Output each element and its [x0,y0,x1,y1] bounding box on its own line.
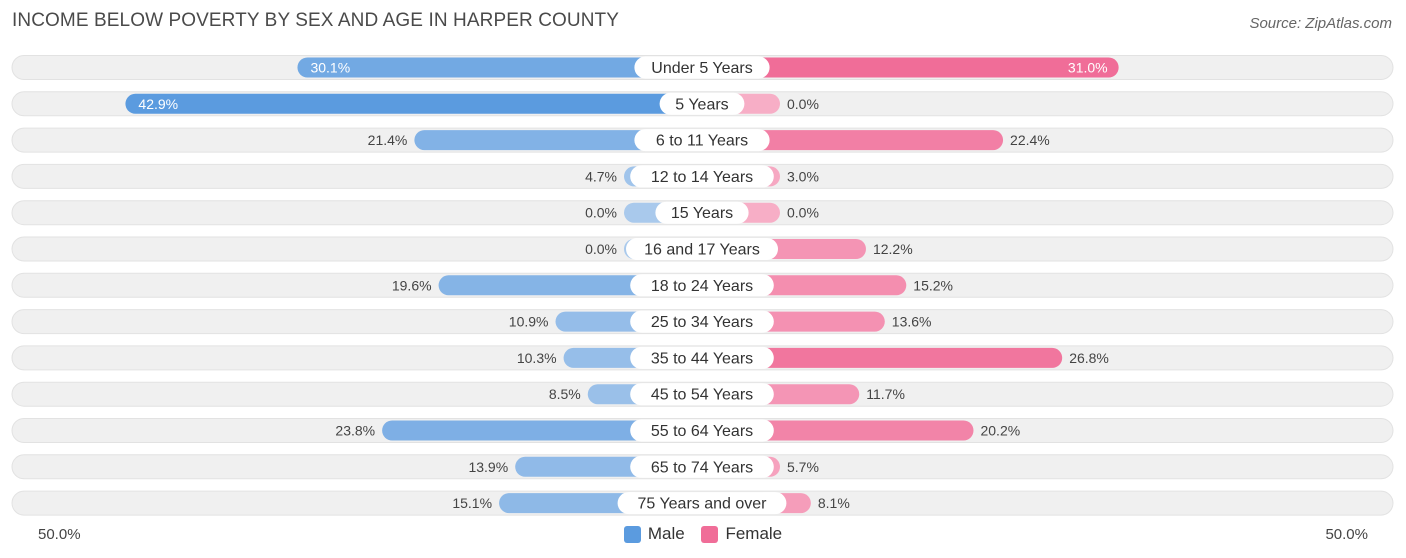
row-45-to-54-years: 45 to 54 Years 8.5% 11.7% [11,381,1394,407]
row-35-to-44-years: 35 to 44 Years 10.3% 26.8% [11,345,1394,371]
male-value-label: 42.9% [138,96,178,112]
male-value-label: 10.9% [509,314,549,330]
male-value-label: 0.0% [585,241,617,257]
category-label: 75 Years and over [638,496,768,513]
male-bar [382,420,702,441]
male-bar [297,57,702,78]
row-12-to-14-years: 12 to 14 Years 4.7% 3.0% [11,163,1394,189]
row-under-5-years: Under 5 Years 30.1% 31.0% [11,55,1394,80]
category-label: 25 to 34 Years [651,314,753,331]
legend-swatch-male [623,525,641,543]
row-75-years-and-over: 75 Years and over 15.1% 8.1% [11,490,1394,516]
male-value-label: 13.9% [468,459,508,475]
male-value-label: 8.5% [549,386,581,402]
legend-swatch-female [701,525,719,543]
male-value-label: 0.0% [585,205,617,221]
category-pill [630,274,774,297]
male-value-label: 15.1% [452,495,492,511]
category-pill [630,383,774,406]
female-value-label: 20.2% [980,423,1020,439]
axis-label-right: 50.0% [1325,526,1368,543]
category-label: 12 to 14 Years [651,169,753,186]
source-label: Source: ZipAtlas.com [1249,15,1392,32]
row-18-to-24-years: 18 to 24 Years 19.6% 15.2% [11,272,1394,298]
female-bar [702,130,1004,151]
category-pill [626,238,778,260]
male-value-label: 10.3% [517,350,557,366]
male-value-label: 30.1% [310,60,350,76]
female-value-label: 13.6% [892,314,932,330]
row-55-to-64-years: 55 to 64 Years 23.8% 20.2% [11,418,1394,443]
female-value-label: 12.2% [873,241,913,257]
category-pill [630,165,774,188]
category-pill [634,56,770,79]
category-label: 5 Years [675,96,728,113]
female-bar [702,347,1063,368]
category-label: 45 to 54 Years [651,387,753,404]
female-value-label: 11.7% [866,386,905,402]
female-value-label: 22.4% [1010,132,1050,148]
category-label: 65 to 74 Years [651,459,753,476]
female-value-label: 8.1% [818,495,850,511]
female-value-label: 0.0% [787,205,819,221]
category-label: 55 to 64 Years [651,423,753,440]
legend-item-female[interactable]: Female [701,524,782,544]
legend-item-male[interactable]: Male [623,524,685,544]
male-value-label: 21.4% [368,132,408,148]
category-label: 35 to 44 Years [651,350,753,367]
female-bar [702,57,1119,78]
row-65-to-74-years: 65 to 74 Years 13.9% 5.7% [11,454,1394,480]
male-bar [125,93,702,114]
female-value-label: 0.0% [787,96,819,112]
category-label: 6 to 11 Years [656,133,748,150]
female-value-label: 26.8% [1069,350,1109,366]
legend: Male Female [0,524,1406,548]
category-pill [634,129,770,152]
category-pill [659,92,745,115]
row-25-to-34-years: 25 to 34 Years 10.9% 13.6% [11,309,1394,335]
category-pill [630,455,774,478]
female-value-label: 3.0% [787,168,819,184]
legend-label-female: Female [725,524,783,543]
category-label: 16 and 17 Years [644,242,760,259]
row-6-to-11-years: 6 to 11 Years 21.4% 22.4% [11,127,1394,153]
male-bar [414,130,702,151]
row-5-years: 5 Years 42.9% 0.0% [11,91,1394,117]
female-value-label: 31.0% [1068,60,1108,76]
category-label: 18 to 24 Years [651,278,753,295]
category-pill [630,346,774,369]
category-pill [630,310,774,333]
chart-title: INCOME BELOW POVERTY BY SEX AND AGE IN H… [12,10,620,31]
category-pill [655,201,749,224]
category-label: 15 Years [671,205,733,222]
male-value-label: 19.6% [392,277,432,293]
category-label: Under 5 Years [651,60,752,77]
row-16-and-17-years: 16 and 17 Years 0.0% 12.2% [11,236,1394,262]
axis-label-left: 50.0% [38,526,81,543]
male-value-label: 23.8% [335,423,375,439]
male-value-label: 4.7% [585,168,617,184]
legend-label-male: Male [647,524,685,543]
female-value-label: 15.2% [913,277,953,293]
row-15-years: 15 Years 0.0% 0.0% [11,200,1394,226]
female-value-label: 5.7% [787,459,819,475]
category-pill [617,492,787,515]
chart-area: Under 5 Years 30.1% 31.0% 5 Years 42.9% 0.0% 6… [11,55,1394,516]
category-pill [630,419,774,442]
